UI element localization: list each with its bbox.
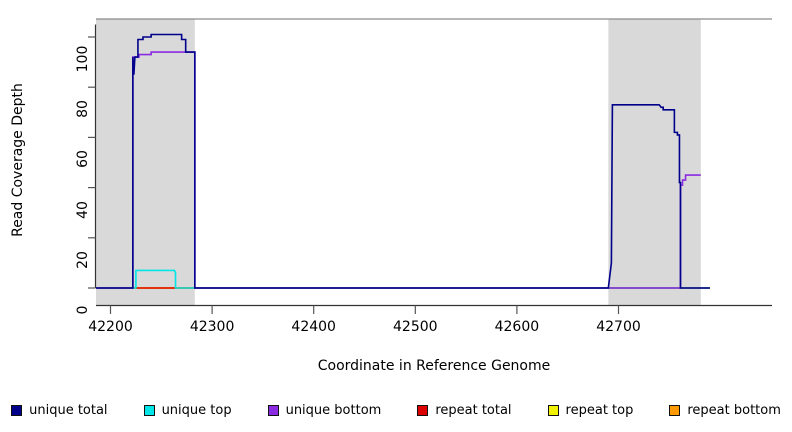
legend-label: repeat bottom bbox=[687, 402, 781, 418]
legend-swatch-icon bbox=[547, 404, 559, 416]
legend-item-unique-top[interactable]: unique top bbox=[143, 402, 232, 418]
legend-label: unique bottom bbox=[285, 402, 382, 418]
legend-swatch-icon bbox=[267, 404, 279, 416]
chart-legend: unique total unique top unique bottom repea… bbox=[0, 398, 792, 422]
legend-item-repeat-total[interactable]: repeat total bbox=[417, 402, 512, 418]
x-tick-label: 42700 bbox=[596, 319, 641, 335]
legend-label: repeat top bbox=[565, 402, 634, 418]
legend-swatch-icon bbox=[417, 404, 429, 416]
legend-label: repeat total bbox=[435, 402, 512, 418]
legend-swatch-icon bbox=[11, 404, 23, 416]
legend-label: unique total bbox=[29, 402, 108, 418]
x-axis-title: Coordinate in Reference Genome bbox=[317, 358, 551, 374]
shaded-region bbox=[96, 19, 195, 305]
legend-item-repeat-bottom[interactable]: repeat bottom bbox=[669, 403, 781, 418]
series-line bbox=[96, 33, 710, 289]
x-tick-label: 42500 bbox=[393, 319, 438, 335]
legend-item-unique-total[interactable]: unique total bbox=[11, 402, 108, 418]
y-axis-title: Read Coverage Depth bbox=[10, 83, 26, 237]
legend-item-unique-bottom[interactable]: unique bottom bbox=[267, 402, 382, 418]
legend-label: unique top bbox=[161, 402, 232, 418]
x-tick-label: 42300 bbox=[189, 319, 235, 335]
legend-item-repeat-top[interactable]: repeat top bbox=[547, 402, 634, 418]
x-tick-label: 42200 bbox=[88, 319, 133, 335]
y-tick-label: 60 bbox=[75, 150, 91, 169]
y-tick-label: 100 bbox=[75, 45, 91, 73]
shaded-region bbox=[608, 19, 701, 305]
y-tick-label: 40 bbox=[75, 200, 91, 219]
x-tick-label: 42600 bbox=[494, 319, 540, 335]
series-line bbox=[96, 269, 710, 289]
y-tick-label: 20 bbox=[75, 250, 91, 269]
legend-swatch-icon bbox=[143, 404, 155, 416]
legend-swatch-icon bbox=[669, 404, 681, 416]
y-tick-label: 80 bbox=[75, 100, 91, 119]
x-tick-label: 42400 bbox=[291, 319, 336, 335]
